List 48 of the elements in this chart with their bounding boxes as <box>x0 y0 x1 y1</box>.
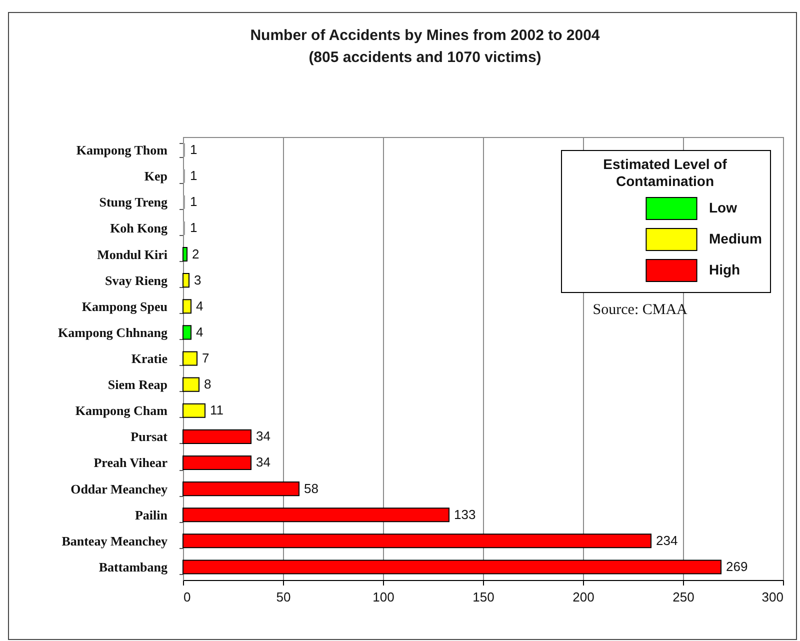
data-label: 4 <box>196 298 204 314</box>
legend-title: Estimated Level of Contamination <box>603 156 728 189</box>
x-tick-label: 250 <box>672 590 694 604</box>
y-tick-label: Stung Treng <box>99 194 168 210</box>
data-label: 34 <box>256 428 270 444</box>
y-tick-label: Kampong Chhnang <box>58 324 168 340</box>
data-label: 234 <box>656 532 678 548</box>
x-tick-label: 150 <box>472 590 494 604</box>
data-label: 7 <box>202 350 210 366</box>
data-label: 34 <box>256 454 270 470</box>
annotation: Source: CMAA <box>592 302 688 318</box>
data-label: 11 <box>210 402 224 418</box>
legend-label: Medium <box>709 230 762 246</box>
data-label: 269 <box>726 558 748 574</box>
legend-label: High <box>709 262 740 278</box>
data-label: 4 <box>196 324 204 340</box>
y-tick-label: Pailin <box>134 507 168 522</box>
x-tick-label: 100 <box>372 590 394 604</box>
chart-subtitle: (805 accidents and 1070 victims) <box>308 49 542 66</box>
y-tick-label: Kampong Speu <box>82 298 168 314</box>
y-tick-label: Oddar Meanchey <box>70 481 168 496</box>
y-tick-label: Kampong Cham <box>75 403 168 418</box>
x-tick-label: 0 <box>184 590 191 604</box>
data-label: 1 <box>190 194 198 210</box>
y-tick-label: Svay Rieng <box>105 272 168 288</box>
data-label: 58 <box>304 480 318 496</box>
chart-title: Number of Accidents by Mines from 2002 to 2004 <box>250 27 600 44</box>
x-tick-label: 300 <box>762 590 784 604</box>
y-tick-label: Kratie <box>131 351 168 366</box>
legend-label: Low <box>709 200 738 216</box>
y-tick-label: Mondul Kiri <box>97 246 168 262</box>
data-label: 1 <box>190 142 198 158</box>
data-label: 3 <box>194 272 202 288</box>
x-tick-label: 200 <box>572 590 594 604</box>
data-label: 1 <box>190 220 198 236</box>
y-tick-label: Banteay Meanchey <box>62 533 168 548</box>
data-label: 133 <box>454 506 476 522</box>
y-tick-label: Kep <box>144 168 168 184</box>
x-tick-label: 50 <box>276 590 291 604</box>
y-tick-label: Battambang <box>98 559 168 574</box>
y-tick-label: Koh Kong <box>110 220 168 236</box>
y-tick-label: Kampong Thom <box>76 142 168 158</box>
data-label: 1 <box>190 168 198 184</box>
y-tick-label: Preah Vihear <box>94 455 168 470</box>
data-label: 2 <box>192 246 200 262</box>
data-label: 8 <box>204 376 212 392</box>
y-tick-label: Siem Reap <box>108 377 168 392</box>
y-tick-label: Pursat <box>130 429 168 444</box>
